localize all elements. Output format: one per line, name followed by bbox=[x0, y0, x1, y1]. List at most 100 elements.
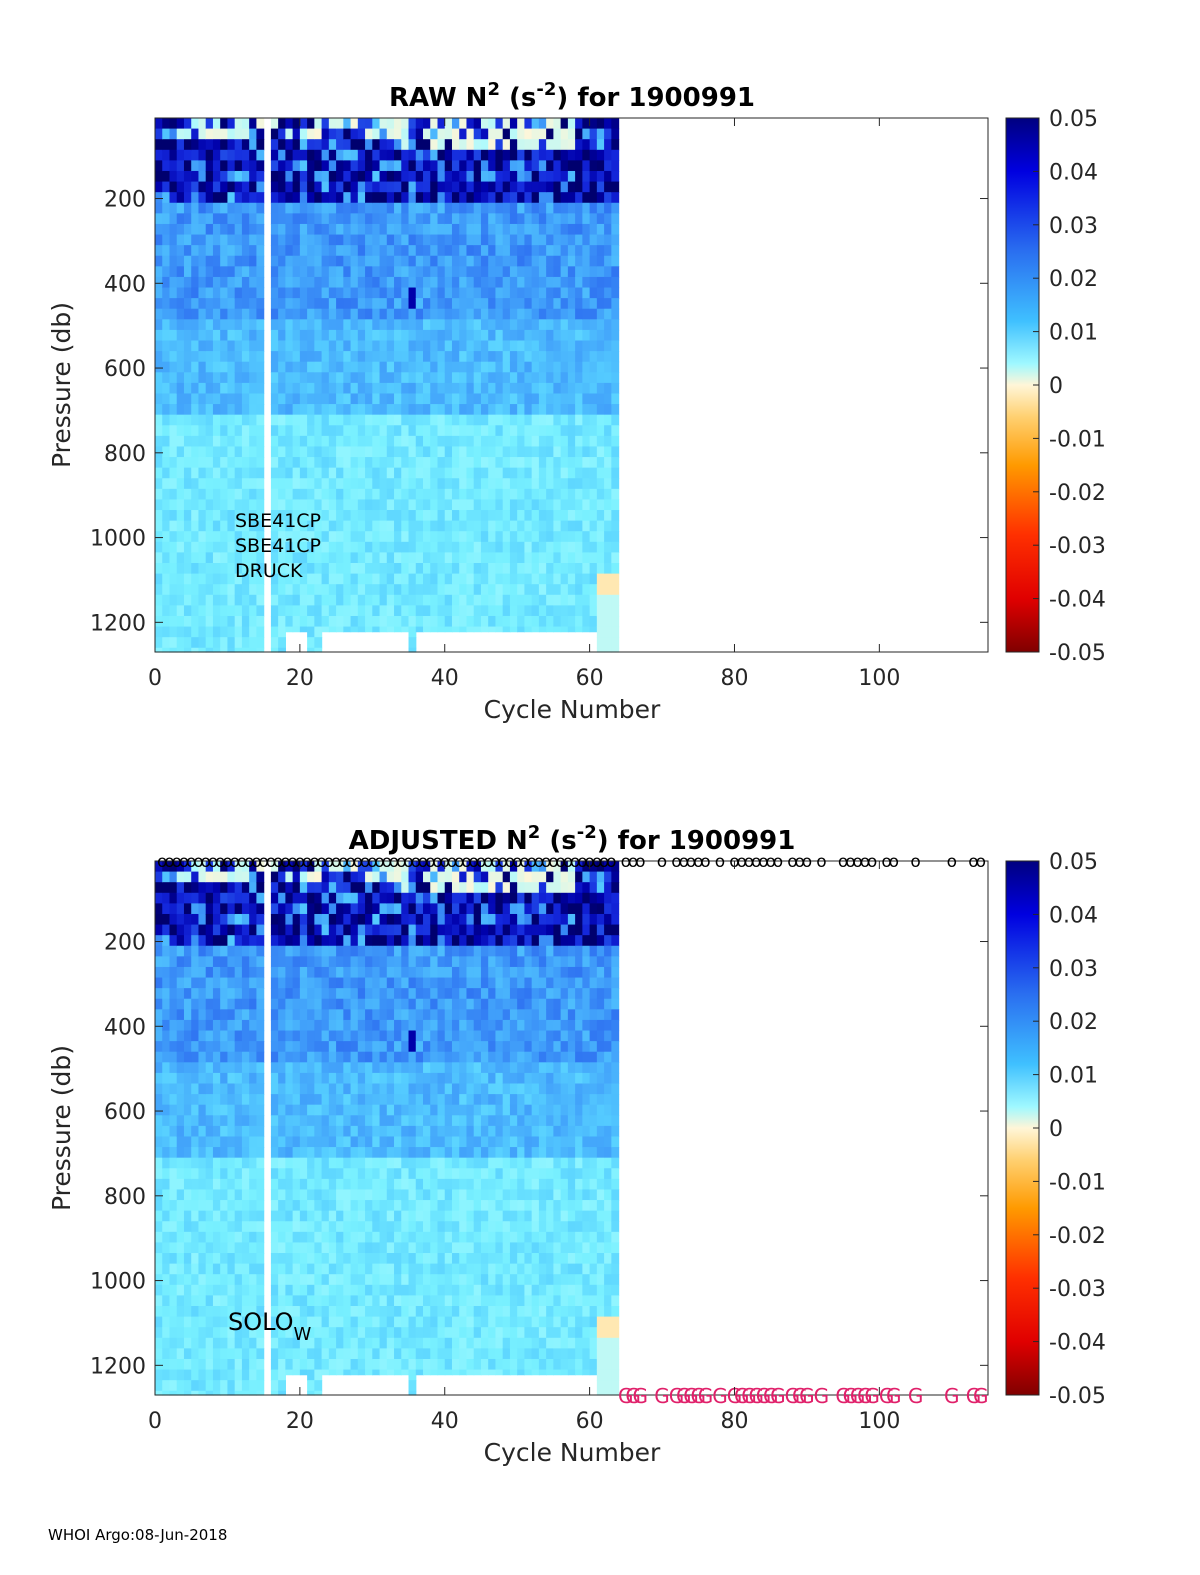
heatmap-cell bbox=[176, 913, 185, 926]
heatmap-cell bbox=[473, 298, 482, 310]
heatmap-cell bbox=[249, 223, 258, 236]
heatmap-cell bbox=[488, 573, 497, 585]
heatmap-cell bbox=[466, 552, 475, 564]
heatmap-cell bbox=[509, 181, 518, 193]
heatmap-cell bbox=[234, 245, 243, 257]
heatmap-cell bbox=[451, 573, 460, 585]
heatmap-cell bbox=[198, 977, 207, 989]
colorbar-tick-label: -0.04 bbox=[1049, 588, 1106, 613]
heatmap-cell bbox=[575, 573, 583, 585]
heatmap-cell bbox=[589, 192, 598, 204]
heatmap-cell bbox=[249, 1147, 258, 1159]
heatmap-cell bbox=[169, 266, 178, 278]
heatmap-cell bbox=[430, 266, 439, 278]
heatmap-cell bbox=[162, 1104, 171, 1116]
heatmap-cell bbox=[575, 160, 583, 172]
heatmap-cell bbox=[169, 1284, 178, 1297]
heatmap-cell bbox=[249, 1009, 258, 1021]
heatmap-cell bbox=[582, 202, 591, 214]
heatmap-cell bbox=[234, 202, 243, 214]
heatmap-cell bbox=[430, 457, 439, 469]
heatmap-cell bbox=[538, 594, 547, 606]
heatmap-cell bbox=[285, 298, 294, 310]
heatmap-cell bbox=[567, 160, 576, 172]
heatmap-cell bbox=[176, 1147, 185, 1159]
heatmap-cell bbox=[234, 192, 243, 204]
heatmap-cell bbox=[249, 393, 258, 405]
heatmap-cell bbox=[270, 340, 279, 352]
heatmap-cell bbox=[256, 1210, 265, 1222]
heatmap-cell bbox=[357, 1327, 366, 1339]
heatmap-cell bbox=[386, 213, 395, 225]
heatmap-cell bbox=[473, 478, 482, 490]
heatmap-cell bbox=[575, 520, 583, 532]
heatmap-cell bbox=[241, 223, 250, 236]
heatmap-cell bbox=[270, 647, 279, 653]
heatmap-cell bbox=[408, 892, 417, 904]
heatmap-cell bbox=[249, 1390, 258, 1396]
heatmap-cell bbox=[278, 351, 286, 363]
heatmap-cell bbox=[408, 1147, 417, 1159]
heatmap-cell bbox=[191, 1221, 200, 1233]
heatmap-cell bbox=[191, 935, 200, 947]
heatmap-cell bbox=[234, 861, 243, 873]
heatmap-cell bbox=[292, 541, 301, 554]
heatmap-cell bbox=[343, 298, 352, 310]
heatmap-cell bbox=[567, 499, 576, 511]
heatmap-cell bbox=[531, 202, 540, 214]
heatmap-cell bbox=[183, 223, 192, 236]
heatmap-cell bbox=[234, 1125, 243, 1138]
heatmap-cell bbox=[176, 234, 185, 246]
heatmap-cell bbox=[365, 1263, 373, 1275]
heatmap-cell bbox=[220, 1062, 229, 1074]
heatmap-cell bbox=[176, 563, 185, 575]
heatmap-cell bbox=[444, 223, 453, 236]
heatmap-cell bbox=[444, 128, 453, 140]
heatmap-cell bbox=[575, 298, 583, 310]
heatmap-cell bbox=[531, 467, 540, 479]
heatmap-cell bbox=[241, 531, 250, 543]
heatmap-cell bbox=[372, 594, 381, 606]
heatmap-cell bbox=[169, 1306, 178, 1318]
heatmap-cell bbox=[350, 118, 359, 130]
heatmap-cell bbox=[285, 1263, 294, 1275]
heatmap-cell bbox=[285, 287, 294, 299]
heatmap-cell bbox=[509, 541, 518, 554]
heatmap-cell bbox=[343, 882, 352, 894]
heatmap-cell bbox=[372, 1051, 381, 1063]
heatmap-cell bbox=[379, 361, 388, 373]
heatmap-cell bbox=[430, 234, 439, 246]
heatmap-cell bbox=[155, 1306, 163, 1318]
heatmap-cell bbox=[285, 1062, 294, 1074]
heatmap-cell bbox=[415, 1009, 424, 1021]
heatmap-cell bbox=[509, 605, 518, 617]
heatmap-cell bbox=[278, 924, 286, 936]
heatmap-cell bbox=[517, 351, 526, 363]
heatmap-cell bbox=[589, 202, 598, 214]
heatmap-cell bbox=[451, 382, 460, 395]
heatmap-cell bbox=[183, 1380, 192, 1392]
heatmap-cell bbox=[444, 340, 453, 352]
heatmap-cell bbox=[176, 956, 185, 968]
heatmap-cell bbox=[350, 510, 359, 522]
heatmap-cell bbox=[408, 1125, 417, 1138]
heatmap-cell bbox=[256, 149, 265, 161]
heatmap-cell bbox=[386, 1200, 395, 1212]
heatmap-cell bbox=[546, 128, 554, 140]
heatmap-cell bbox=[386, 192, 395, 204]
heatmap-cell bbox=[560, 382, 569, 395]
heatmap-cell bbox=[567, 531, 576, 543]
heatmap-cell bbox=[379, 425, 388, 437]
heatmap-cell bbox=[444, 329, 453, 342]
heatmap-cell bbox=[372, 118, 381, 130]
heatmap-cell bbox=[423, 329, 431, 342]
heatmap-cell bbox=[278, 626, 286, 638]
heatmap-cell bbox=[278, 234, 286, 246]
heatmap-cell bbox=[415, 594, 424, 606]
heatmap-cell bbox=[466, 467, 475, 479]
heatmap-cell bbox=[423, 361, 431, 373]
heatmap-cell bbox=[423, 160, 431, 172]
heatmap-cell bbox=[350, 1051, 359, 1063]
heatmap-cell bbox=[249, 139, 258, 151]
